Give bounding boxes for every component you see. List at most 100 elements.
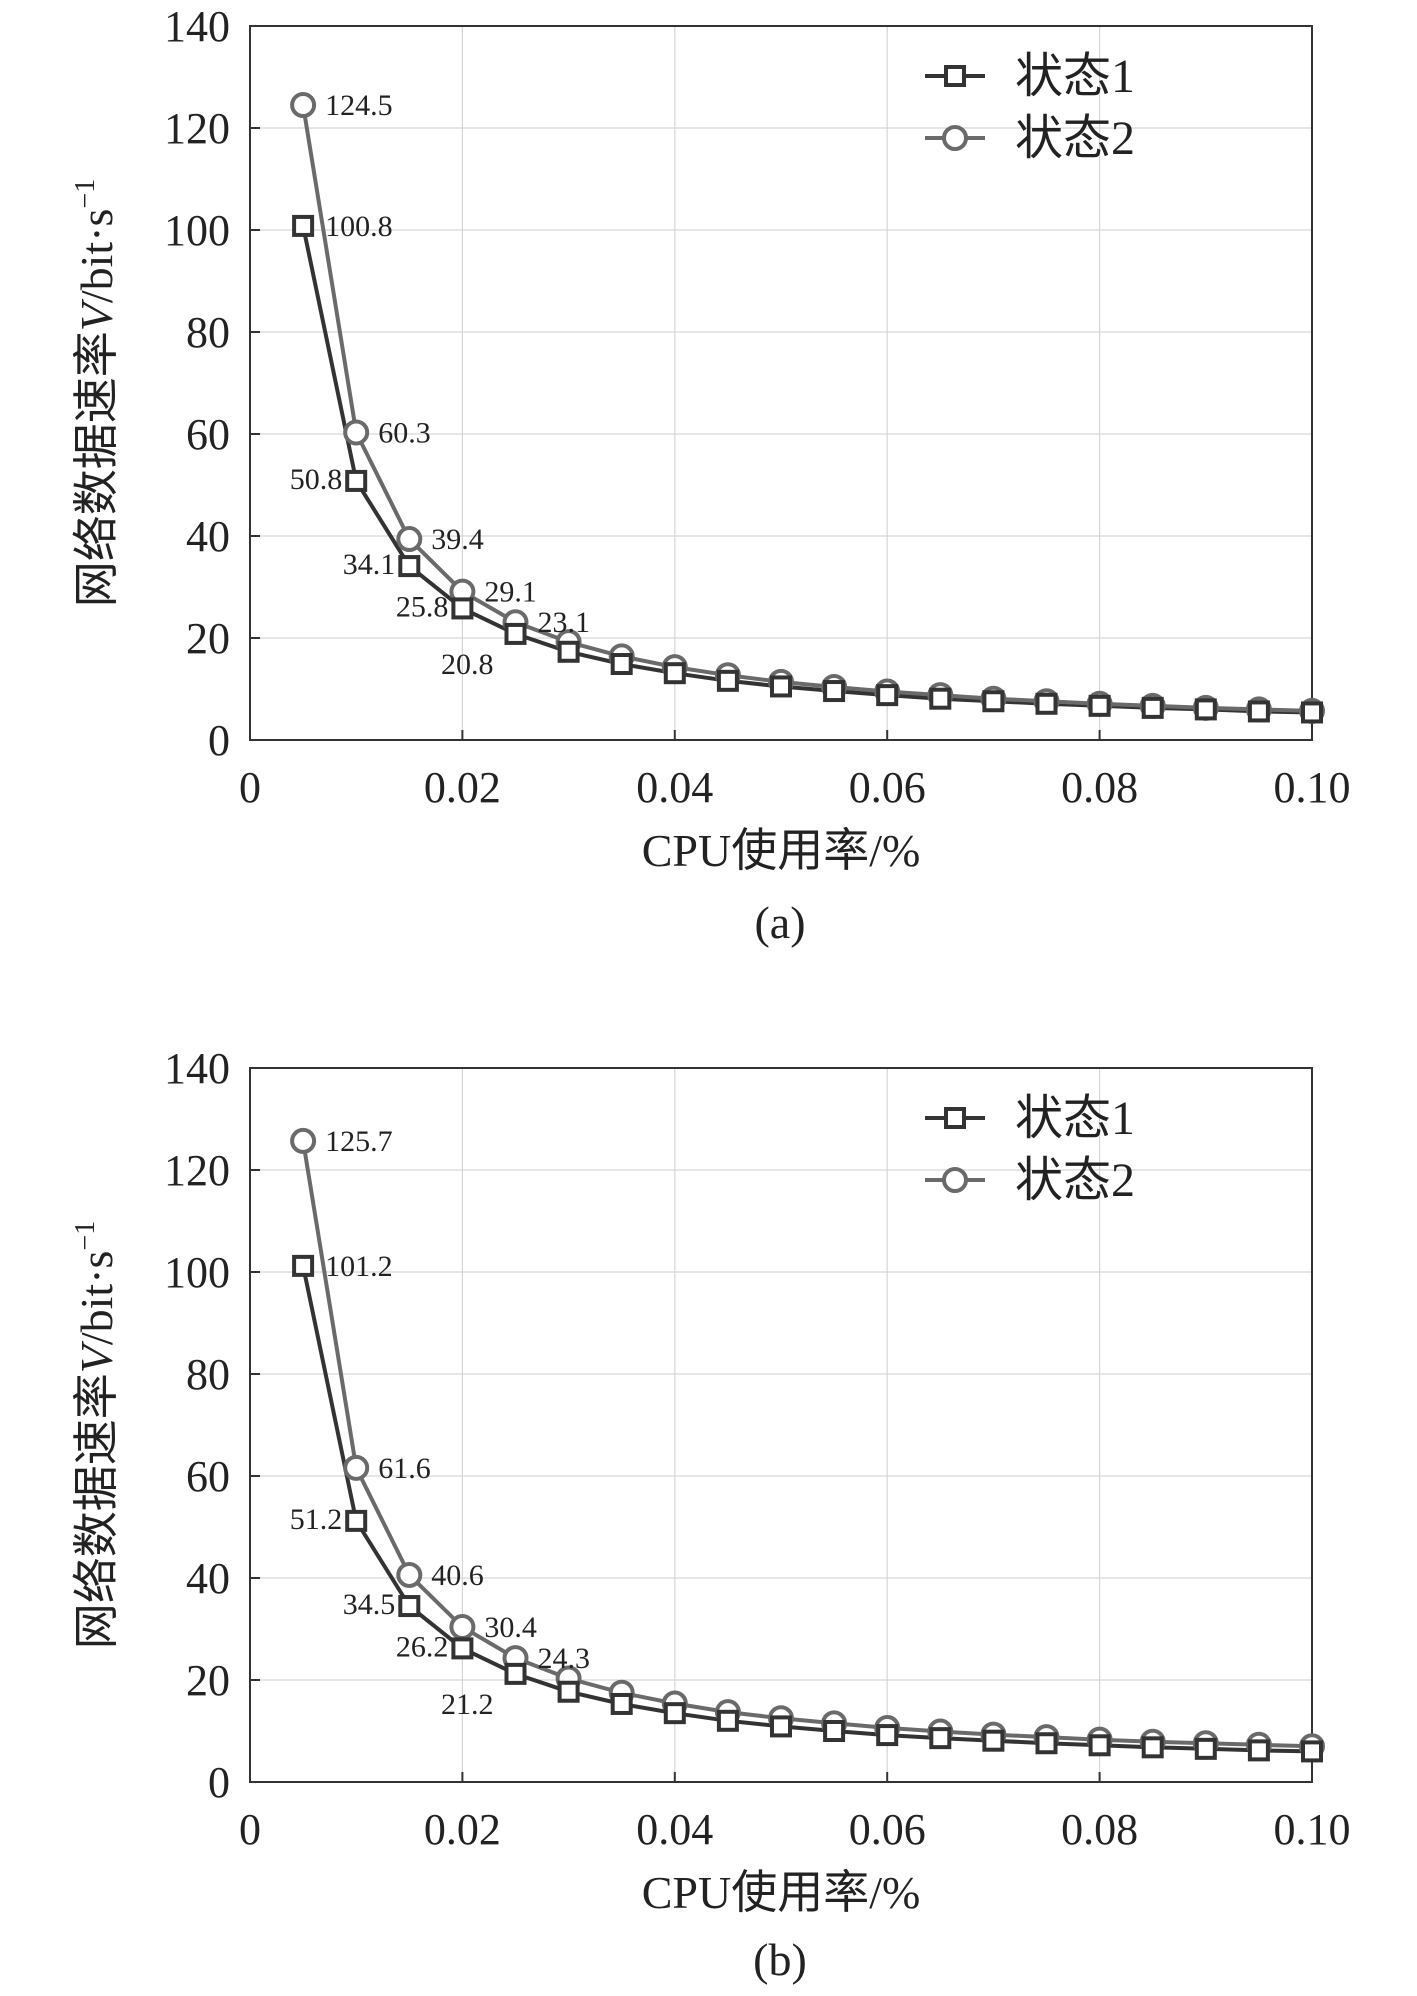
data-point-series-1 [929, 687, 952, 710]
data-point-series-1 [876, 1724, 899, 1747]
data-point-series-1 [1301, 1740, 1323, 1763]
y-tick-label: 140 [164, 2, 230, 51]
data-point-series-1 [504, 1662, 527, 1685]
data-point-series-1 [982, 1729, 1005, 1752]
data-point-series-1 [770, 1715, 792, 1738]
legend-label: 状态1 [1015, 1092, 1135, 1145]
data-label: 34.5 [343, 1588, 396, 1621]
legend-label: 状态1 [1015, 50, 1135, 103]
x-tick-label: 0.10 [1274, 763, 1351, 812]
data-label: 40.6 [431, 1559, 484, 1592]
x-axis-label: CPU使用率/% [642, 1867, 921, 1918]
data-point-series-1 [876, 684, 899, 707]
data-point-series-1 [1247, 1739, 1270, 1762]
data-label: 61.6 [378, 1452, 431, 1485]
chart-b: 0 0.02 0.04 0.06 0.08 0.10 0 20 40 60 80 100 120 140 C… [70, 1044, 1351, 1918]
y-tick-label: 100 [164, 1248, 230, 1297]
data-point-series-1 [823, 680, 846, 703]
legend-marker-circle [942, 125, 968, 151]
x-tick-label: 0.06 [849, 1805, 926, 1854]
data-point-series-1 [1194, 1737, 1217, 1760]
axes-frame [249, 1067, 1313, 1783]
data-label: 124.5 [325, 89, 393, 122]
data-point-series-2 [396, 1561, 423, 1588]
legend-marker-square [944, 1107, 966, 1129]
x-tick-label: 0.04 [636, 763, 713, 812]
x-tick-label: 0.10 [1274, 1805, 1351, 1854]
x-tick-label: 0.02 [424, 763, 501, 812]
data-label: 24.3 [538, 1642, 591, 1675]
data-point-series-2 [290, 1127, 317, 1154]
y-tick-label: 140 [164, 1044, 230, 1093]
data-label: 30.4 [484, 1611, 537, 1644]
data-label: 25.8 [396, 590, 449, 623]
data-point-series-2 [290, 92, 317, 119]
x-tick-label: 0.06 [849, 763, 926, 812]
data-point-series-1 [1088, 694, 1111, 717]
data-point-series-1 [1247, 700, 1270, 723]
data-point-series-1 [1088, 1734, 1111, 1757]
x-tick-label: 0.02 [424, 1805, 501, 1854]
data-point-series-2 [449, 1613, 476, 1640]
data-point-series-1 [292, 1254, 315, 1277]
data-point-series-1 [663, 662, 686, 685]
y-axis-label: 网络数据速率V/bit·s−1 [70, 1221, 122, 1649]
y-tick-label: 40 [186, 1554, 230, 1603]
plot-area [250, 26, 1312, 740]
x-tick-label: 0.08 [1061, 1805, 1138, 1854]
data-point-series-1 [1035, 692, 1058, 715]
x-tick-label: 0.08 [1061, 763, 1138, 812]
data-label: 21.2 [441, 1688, 494, 1721]
data-label: 34.1 [343, 548, 396, 581]
legend-label: 状态2 [1015, 112, 1135, 165]
panel-caption: (b) [753, 1934, 807, 1985]
legend-marker-circle [942, 1167, 968, 1193]
plot-area [250, 1068, 1312, 1782]
chart-a: 0 0.02 0.04 0.06 0.08 0.10 0 20 40 60 80 100 120 140 C… [70, 2, 1351, 876]
data-label: 125.7 [325, 1125, 393, 1158]
y-tick-label: 20 [186, 1656, 230, 1705]
y-tick-label: 60 [186, 1452, 230, 1501]
data-label: 51.2 [290, 1503, 343, 1536]
y-axis-label: 网络数据速率V/bit·s−1 [70, 179, 122, 607]
data-point-series-1 [770, 675, 792, 698]
y-tick-label: 120 [164, 104, 230, 153]
data-label: 100.8 [325, 210, 393, 243]
data-point-series-1 [292, 214, 315, 237]
y-tick-label: 120 [164, 1146, 230, 1195]
data-point-series-1 [1301, 701, 1323, 724]
data-point-series-2 [343, 419, 370, 446]
data-point-series-1 [345, 1509, 368, 1532]
data-point-series-1 [663, 1702, 686, 1725]
data-point-series-1 [982, 690, 1005, 713]
y-tick-label: 40 [186, 512, 230, 561]
data-point-series-2 [396, 526, 423, 553]
data-point-series-2 [343, 1454, 370, 1481]
data-point-series-1 [716, 669, 739, 692]
legend-marker-square [944, 65, 966, 87]
data-point-series-1 [1194, 698, 1217, 721]
data-label: 60.3 [378, 416, 431, 449]
y-tick-label: 60 [186, 410, 230, 459]
data-point-series-1 [345, 469, 368, 492]
data-point-series-1 [1035, 1732, 1058, 1755]
data-label: 50.8 [290, 463, 343, 496]
panel-caption: (a) [754, 897, 805, 948]
x-tick-label: 0 [239, 763, 261, 812]
data-label: 20.8 [441, 648, 494, 681]
x-tick-label: 0 [239, 1805, 261, 1854]
data-point-series-1 [610, 1692, 633, 1715]
y-tick-label: 80 [186, 308, 230, 357]
data-point-series-1 [929, 1727, 952, 1750]
x-tick-label: 0.04 [636, 1805, 713, 1854]
data-label: 26.2 [396, 1630, 449, 1663]
data-point-series-1 [1141, 1736, 1164, 1759]
legend-label: 状态2 [1015, 1154, 1135, 1207]
data-point-series-1 [504, 622, 527, 645]
data-point-series-1 [610, 653, 633, 676]
data-label: 101.2 [325, 1250, 393, 1283]
data-point-series-1 [451, 1637, 474, 1660]
data-label: 39.4 [431, 523, 484, 556]
data-point-series-1 [398, 1595, 421, 1618]
